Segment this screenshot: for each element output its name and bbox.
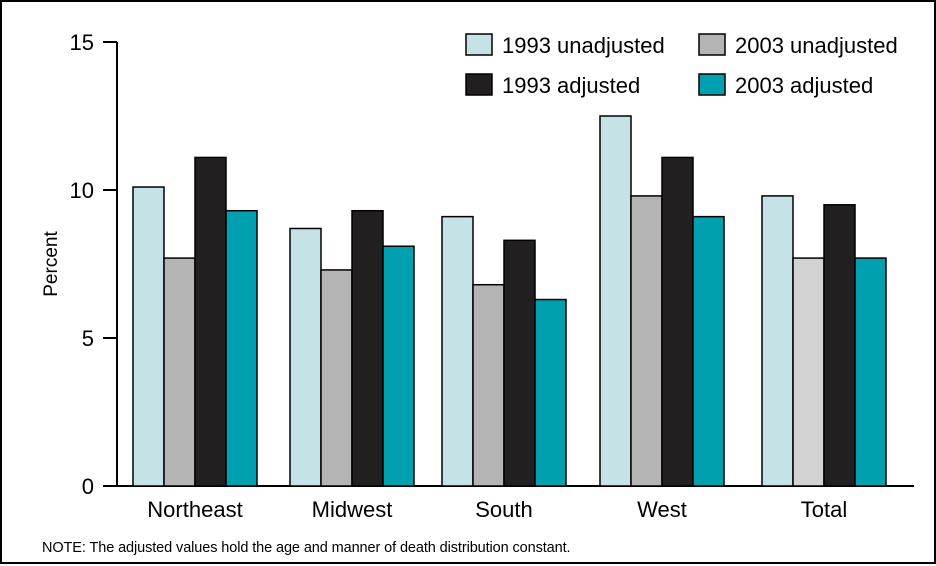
y-tick-label: 10 — [70, 178, 94, 203]
legend-swatch — [698, 73, 726, 96]
x-tick-label: South — [475, 497, 533, 522]
legend-swatch — [465, 73, 493, 96]
bar-midwest-3 — [382, 245, 415, 487]
bar-midwest-2 — [351, 209, 384, 487]
bar-midwest-1 — [320, 269, 353, 487]
legend-label: 1993 adjusted — [502, 73, 640, 98]
bar-northeast-0 — [132, 186, 165, 487]
bar-total-1 — [792, 257, 825, 487]
legend-swatch — [698, 33, 726, 56]
legend-label: 2003 unadjusted — [735, 33, 898, 58]
bar-south-1 — [472, 283, 505, 487]
legend-label: 2003 adjusted — [735, 73, 873, 98]
x-tick-label: Midwest — [312, 497, 393, 522]
legend-swatch — [465, 33, 493, 56]
bar-west-3 — [692, 215, 725, 487]
legend-label: 1993 unadjusted — [502, 33, 665, 58]
bar-south-3 — [534, 298, 567, 487]
bar-total-3 — [854, 257, 887, 487]
x-tick-label: Northeast — [147, 497, 242, 522]
bar-south-2 — [503, 239, 536, 487]
bar-west-0 — [599, 115, 632, 487]
y-tick-label: 15 — [70, 30, 94, 55]
bar-northeast-2 — [194, 156, 227, 487]
x-tick-label: West — [637, 497, 687, 522]
x-tick-label: Total — [801, 497, 847, 522]
y-axis-label: Percent — [41, 231, 62, 297]
bar-midwest-0 — [289, 227, 322, 487]
bar-total-0 — [761, 195, 794, 487]
bar-total-2 — [823, 204, 856, 487]
bar-northeast-1 — [163, 257, 196, 487]
bar-northeast-3 — [225, 209, 258, 487]
y-tick-label: 0 — [82, 474, 94, 499]
y-tick-label: 5 — [82, 326, 94, 351]
bar-west-1 — [630, 195, 663, 487]
bar-south-0 — [441, 215, 474, 487]
bar-west-2 — [661, 156, 694, 487]
chart-note: NOTE: The adjusted values hold the age a… — [42, 540, 571, 556]
